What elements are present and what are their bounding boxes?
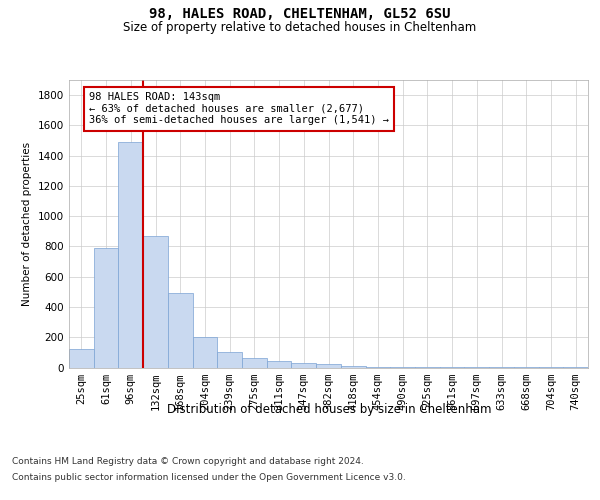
- Bar: [168, 294, 193, 368]
- Text: Distribution of detached houses by size in Cheltenham: Distribution of detached houses by size …: [167, 402, 491, 415]
- Bar: [365, 366, 390, 368]
- Text: Size of property relative to detached houses in Cheltenham: Size of property relative to detached ho…: [124, 21, 476, 34]
- Bar: [143, 236, 168, 368]
- Bar: [193, 337, 217, 368]
- Text: 98, HALES ROAD, CHELTENHAM, GL52 6SU: 98, HALES ROAD, CHELTENHAM, GL52 6SU: [149, 8, 451, 22]
- Text: 98 HALES ROAD: 143sqm
← 63% of detached houses are smaller (2,677)
36% of semi-d: 98 HALES ROAD: 143sqm ← 63% of detached …: [89, 92, 389, 126]
- Bar: [316, 364, 341, 368]
- Text: Contains public sector information licensed under the Open Government Licence v3: Contains public sector information licen…: [12, 472, 406, 482]
- Bar: [118, 142, 143, 368]
- Bar: [217, 352, 242, 368]
- Bar: [292, 363, 316, 368]
- Bar: [69, 350, 94, 368]
- Bar: [415, 367, 440, 368]
- Bar: [94, 248, 118, 368]
- Text: Contains HM Land Registry data © Crown copyright and database right 2024.: Contains HM Land Registry data © Crown c…: [12, 458, 364, 466]
- Y-axis label: Number of detached properties: Number of detached properties: [22, 142, 32, 306]
- Bar: [242, 358, 267, 368]
- Bar: [390, 366, 415, 368]
- Bar: [267, 362, 292, 368]
- Bar: [341, 366, 365, 368]
